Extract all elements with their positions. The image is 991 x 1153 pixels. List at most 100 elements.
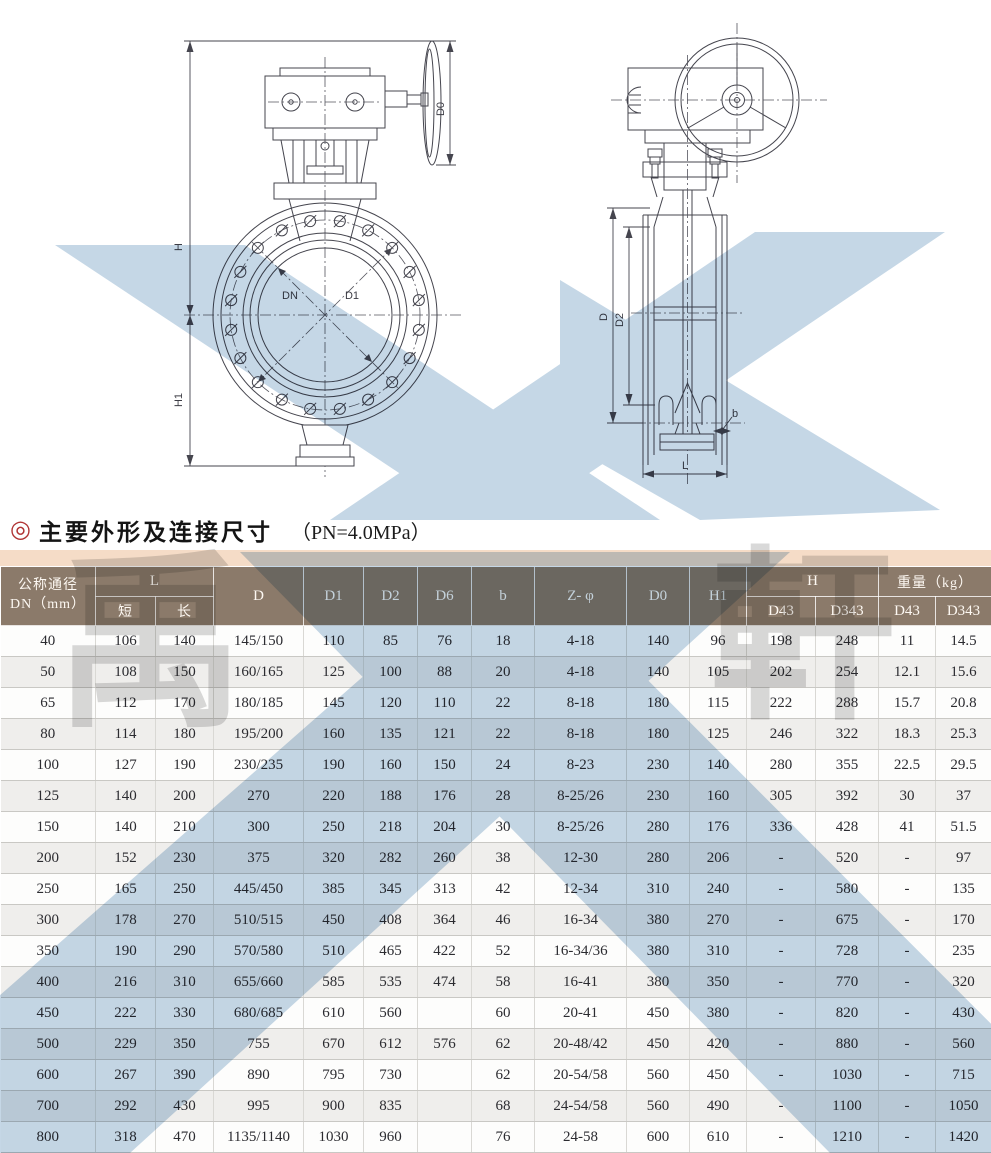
table-cell: 190 (95, 935, 156, 967)
table-cell: - (878, 842, 937, 874)
table-cell: 12-34 (534, 873, 628, 905)
table-row: 125 140 200 270 220 188 176 28 8-25/26 230 160 305 3… (0, 780, 991, 812)
table-row: 250 165 250 445/450 385 345 313 42 12-34 310 240-5… (0, 873, 991, 905)
table-row: 450 222 330 680/685 610 560 60 20-41 450 380-820-… (0, 997, 991, 1029)
col-header-b: b (471, 566, 536, 626)
table-cell: 350 (0, 935, 96, 967)
table-cell: 995 (213, 1090, 305, 1122)
table-cell: 29.5 (935, 749, 991, 781)
table-cell: 96 (689, 625, 748, 657)
table-cell: 310 (626, 873, 691, 905)
table-cell: 408 (363, 904, 419, 936)
table-cell: 450 (303, 904, 365, 936)
dim-label-l: L (682, 460, 688, 472)
table-cell: - (746, 997, 817, 1029)
table-cell: 305 (746, 780, 817, 812)
table-row: 150 140 210 300 250 218 204 30 8-25/26 280 176 336 4… (0, 811, 991, 843)
table-cell: 380 (626, 904, 691, 936)
table-cell: 160 (303, 718, 365, 750)
table-cell: 25.3 (935, 718, 991, 750)
table-cell: 520 (815, 842, 880, 874)
dimension-table: 公称通径 DN（mm） L D D1 D2 D6 b Z- φ D0 H1 H … (0, 566, 991, 1153)
table-cell: 46 (471, 904, 536, 936)
table-cell: 490 (689, 1090, 748, 1122)
table-cell: 40 (0, 625, 96, 657)
table-cell: - (878, 873, 937, 905)
table-cell: 8-25/26 (534, 811, 628, 843)
table-cell: 580 (815, 873, 880, 905)
table-cell: 190 (303, 749, 365, 781)
table-cell: 125 (689, 718, 748, 750)
side-view-drawing: b L D D2 (598, 23, 827, 487)
table-cell: 24-58 (534, 1121, 628, 1153)
table-cell: 62 (471, 1059, 536, 1091)
table-cell: 160 (689, 780, 748, 812)
table-cell: 380 (626, 966, 691, 998)
table-cell: 428 (815, 811, 880, 843)
table-cell: 248 (815, 625, 880, 657)
table-cell: 160/165 (213, 656, 305, 688)
table-cell: 4-18 (534, 625, 628, 657)
table-cell: 106 (95, 625, 156, 657)
dim-label-h: H (173, 243, 185, 251)
table-cell: 510 (303, 935, 365, 967)
table-cell: 570/580 (213, 935, 305, 967)
dim-label-d0: D0 (435, 102, 447, 116)
table-cell: 474 (417, 966, 473, 998)
col-header-dn: 公称通径 DN（mm） (0, 566, 96, 626)
table-cell: 390 (155, 1059, 215, 1091)
table-cell: 235 (935, 935, 991, 967)
col-header-d2: D2 (363, 566, 419, 626)
table-cell: 380 (689, 997, 748, 1029)
table-cell: 16-34/36 (534, 935, 628, 967)
table-cell: 900 (303, 1090, 365, 1122)
table-cell: 15.6 (935, 656, 991, 688)
table-cell: 22 (471, 718, 536, 750)
table-cell: 560 (363, 997, 419, 1029)
table-row: 50 108 150 160/165 125 100 88 20 4-18 140 105 202 25… (0, 656, 991, 688)
table-cell: 364 (417, 904, 473, 936)
dim-label-dn: DN (282, 290, 298, 302)
table-cell: 450 (0, 997, 96, 1029)
table-cell: 222 (746, 687, 817, 719)
table-cell: 1135/1140 (213, 1121, 305, 1153)
table-cell: 108 (95, 656, 156, 688)
table-cell: 1030 (815, 1059, 880, 1091)
table-cell: 1420 (935, 1121, 991, 1153)
table-cell: 300 (0, 904, 96, 936)
table-cell: 250 (303, 811, 365, 843)
table-cell: 24 (471, 749, 536, 781)
table-cell: 330 (155, 997, 215, 1029)
table-row: 300 178 270 510/515 450 408 364 46 16-34 380 270-6… (0, 904, 991, 936)
table-cell: - (878, 1121, 937, 1153)
table-cell: 880 (815, 1028, 880, 1060)
table-cell: 85 (363, 625, 419, 657)
table-cell: 216 (95, 966, 156, 998)
table-cell: 204 (417, 811, 473, 843)
table-cell: 336 (746, 811, 817, 843)
table-cell: 115 (689, 687, 748, 719)
table-cell: 820 (815, 997, 880, 1029)
table-cell: 210 (155, 811, 215, 843)
table-cell: - (878, 997, 937, 1029)
col-header-h-d43: D43 (746, 596, 817, 626)
table-cell: 11 (878, 625, 937, 657)
table-cell: 62 (471, 1028, 536, 1060)
table-cell: 135 (935, 873, 991, 905)
table-header: 公称通径 DN（mm） L D D1 D2 D6 b Z- φ D0 H1 H … (0, 566, 991, 626)
table-cell: 190 (155, 749, 215, 781)
table-cell: 392 (815, 780, 880, 812)
table-cell: 16-34 (534, 904, 628, 936)
table-cell: 97 (935, 842, 991, 874)
table-cell: 20-54/58 (534, 1059, 628, 1091)
table-cell: 202 (746, 656, 817, 688)
table-cell: 450 (626, 997, 691, 1029)
col-header-l-group: L (94, 566, 215, 597)
table-cell: 152 (95, 842, 156, 874)
table-cell: 1210 (815, 1121, 880, 1153)
table-row: 65 112 170 180/185 145 120 110 22 8-18 180 115 222 2… (0, 687, 991, 719)
table-cell: 560 (626, 1059, 691, 1091)
table-cell: 110 (303, 625, 365, 657)
table-cell: 680/685 (213, 997, 305, 1029)
